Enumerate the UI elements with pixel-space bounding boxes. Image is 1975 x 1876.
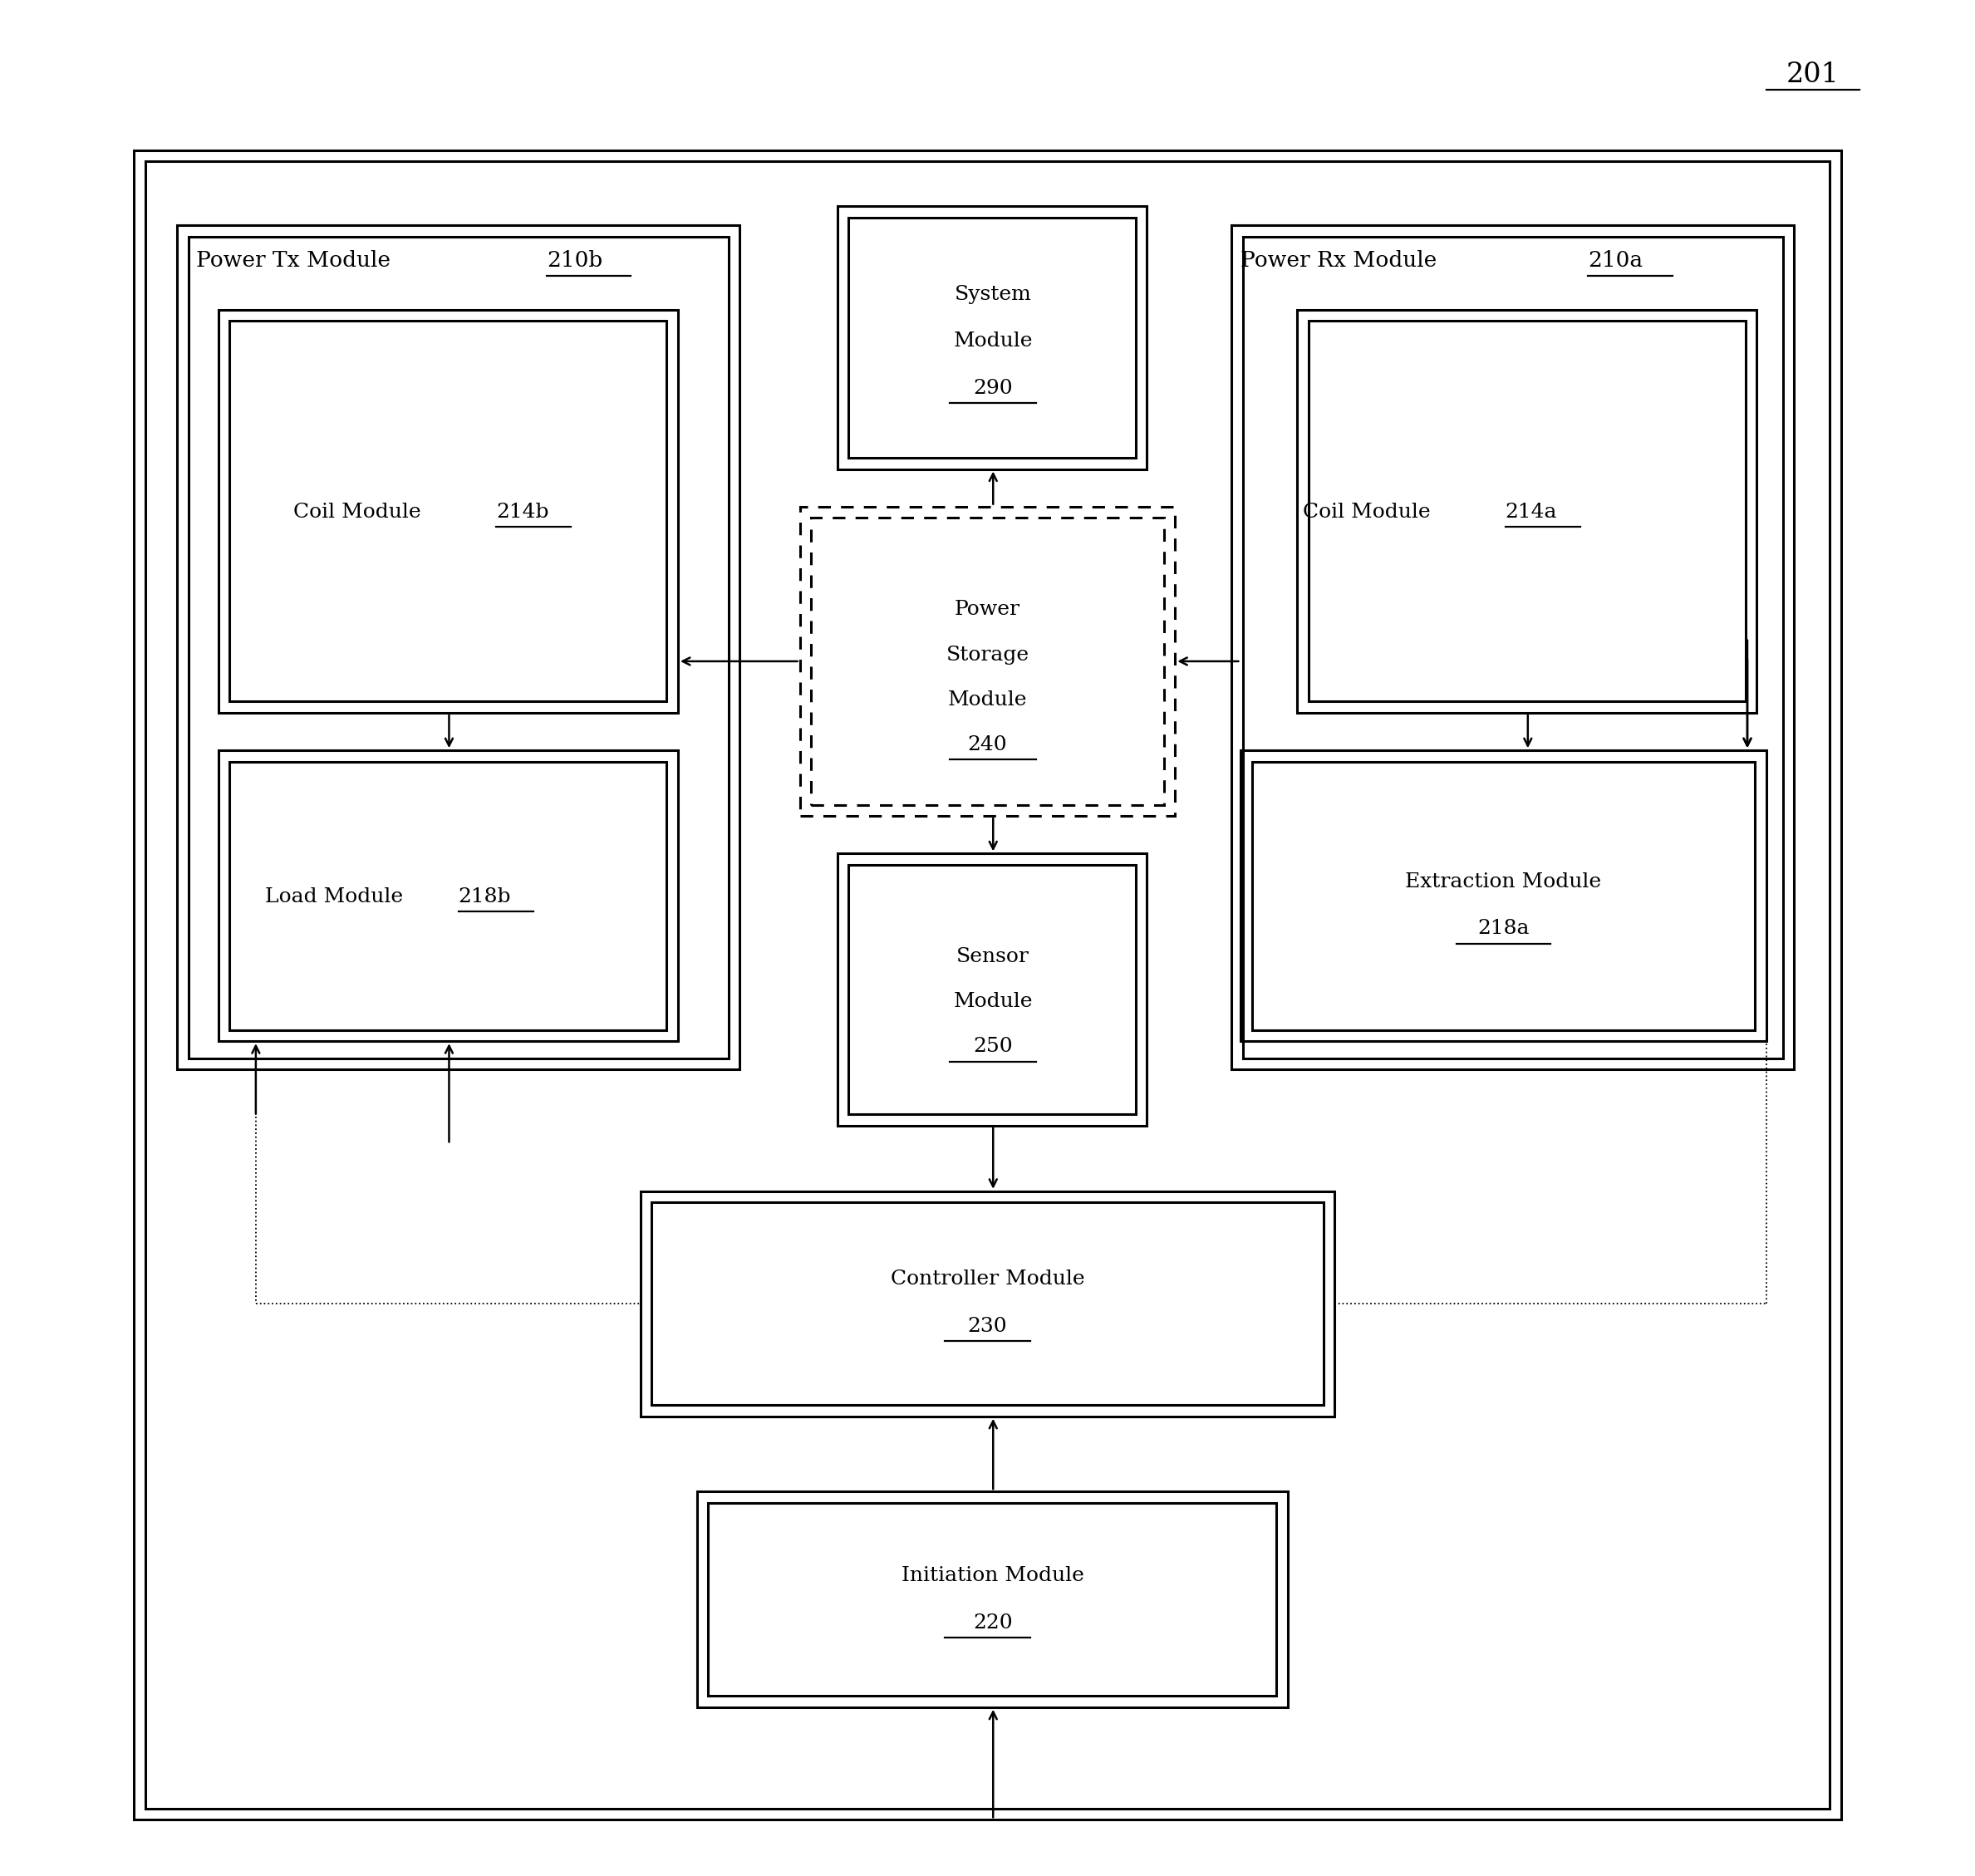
- Bar: [837, 854, 1147, 1126]
- Text: 218b: 218b: [458, 887, 512, 906]
- Text: Coil Module: Coil Module: [294, 503, 429, 522]
- Text: 240: 240: [968, 735, 1007, 754]
- Text: Initiation Module: Initiation Module: [903, 1566, 1084, 1585]
- Bar: [697, 1491, 1288, 1707]
- Bar: [134, 150, 1841, 1820]
- Text: Power Rx Module: Power Rx Module: [1240, 250, 1444, 272]
- Text: Storage: Storage: [946, 645, 1029, 664]
- Text: 201: 201: [1787, 62, 1839, 88]
- Text: 214b: 214b: [496, 503, 549, 522]
- Bar: [707, 1503, 1276, 1696]
- Text: Extraction Module: Extraction Module: [1406, 872, 1602, 891]
- Text: Module: Module: [954, 992, 1033, 1011]
- Bar: [219, 310, 677, 713]
- Bar: [849, 218, 1136, 458]
- Text: 220: 220: [974, 1613, 1013, 1632]
- Bar: [1240, 750, 1766, 1041]
- Bar: [1230, 225, 1793, 1069]
- Bar: [652, 1203, 1323, 1405]
- Text: Controller Module: Controller Module: [891, 1270, 1084, 1289]
- Text: Coil Module: Coil Module: [1304, 503, 1438, 522]
- Text: Power: Power: [954, 600, 1021, 619]
- Bar: [144, 161, 1831, 1808]
- Text: 210a: 210a: [1588, 250, 1643, 272]
- Bar: [229, 321, 668, 702]
- Bar: [837, 206, 1147, 469]
- Bar: [178, 225, 741, 1069]
- Bar: [800, 507, 1175, 816]
- Bar: [188, 236, 729, 1058]
- Bar: [640, 1191, 1335, 1416]
- Text: 218a: 218a: [1477, 919, 1529, 938]
- Bar: [229, 762, 668, 1030]
- Bar: [1252, 762, 1756, 1030]
- Bar: [849, 865, 1136, 1114]
- Text: Module: Module: [948, 690, 1027, 709]
- Text: System: System: [954, 285, 1031, 304]
- Text: 214a: 214a: [1505, 503, 1556, 522]
- Bar: [1307, 321, 1746, 702]
- Text: Sensor: Sensor: [956, 947, 1029, 966]
- Text: 290: 290: [974, 379, 1013, 398]
- Text: 230: 230: [968, 1317, 1007, 1336]
- Bar: [812, 518, 1163, 805]
- Text: Power Tx Module: Power Tx Module: [196, 250, 397, 272]
- Bar: [1242, 236, 1783, 1058]
- Text: 210b: 210b: [547, 250, 602, 272]
- Bar: [219, 750, 677, 1041]
- Text: Module: Module: [954, 332, 1033, 351]
- Text: 250: 250: [974, 1037, 1013, 1056]
- Text: Load Module: Load Module: [265, 887, 411, 906]
- Bar: [1298, 310, 1756, 713]
